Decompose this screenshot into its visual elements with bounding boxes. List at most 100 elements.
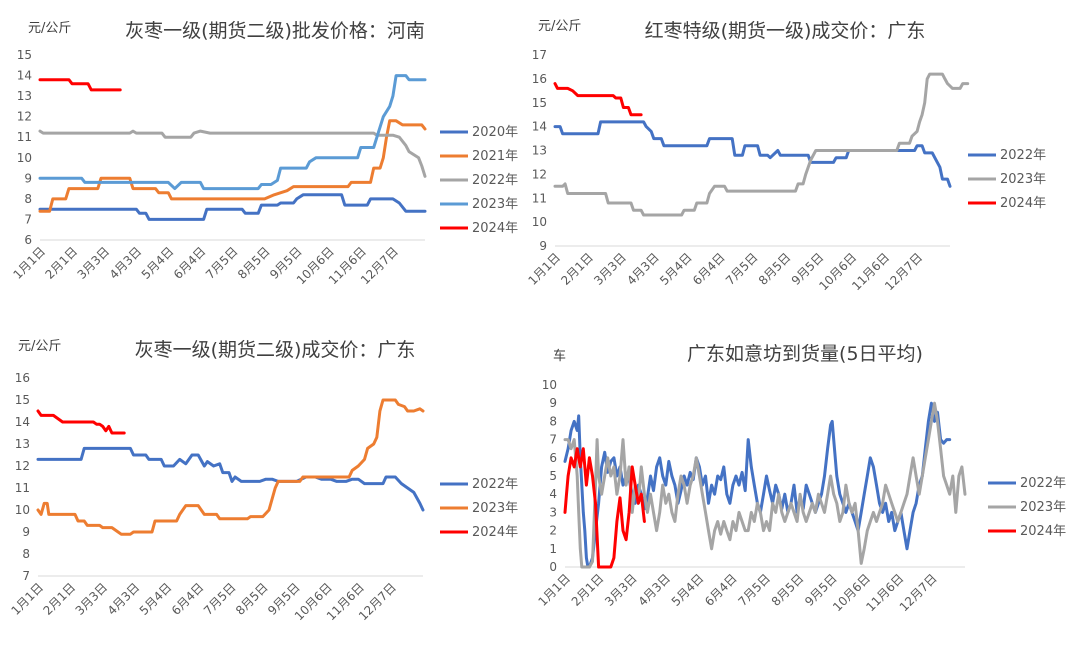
x-tick-label: 12月7日 xyxy=(897,571,940,614)
y-tick-label: 10 xyxy=(532,215,547,229)
x-tick-label: 2月1日 xyxy=(558,250,596,288)
legend-label: 2022年 xyxy=(472,477,518,492)
legend-label: 2023年 xyxy=(1020,500,1066,515)
legend-label: 2022年 xyxy=(1000,148,1046,163)
legend-label: 2024年 xyxy=(1000,196,1046,211)
y-tick-label: 16 xyxy=(532,72,547,86)
y-tick-label: 6 xyxy=(549,451,557,465)
x-tick-label: 1月1日 xyxy=(8,580,46,618)
y-tick-label: 14 xyxy=(17,69,32,83)
series-line-2024年 xyxy=(36,409,126,435)
x-tick-label: 4月3日 xyxy=(624,250,662,288)
x-tick-label: 4月3日 xyxy=(635,571,673,609)
y-tick-label: 8 xyxy=(22,547,30,561)
chart-1: 灰枣一级(期货二级)批发价格：河南 元/公斤 6 7 8 9 10 11 12 13 14 15 1月1… xyxy=(10,20,518,287)
y-tick-label: 12 xyxy=(532,167,547,181)
series-line-2022年 xyxy=(553,120,952,188)
y-tick-label: 7 xyxy=(22,569,30,583)
chart-title: 红枣特级(期货一级)成交价：广东 xyxy=(645,20,926,42)
series-line-2022年 xyxy=(36,446,425,512)
y-tick-label: 4 xyxy=(549,487,557,501)
legend-label: 2023年 xyxy=(1000,172,1046,187)
y-tick-label: 14 xyxy=(532,120,547,134)
x-tick-label: 6月4日 xyxy=(690,250,728,288)
x-tick-label: 3月3日 xyxy=(602,571,640,609)
y-tick-label: 10 xyxy=(17,151,32,165)
y-tick-label: 7 xyxy=(24,212,32,226)
y-tick-label: 7 xyxy=(549,433,557,447)
series-line-2024年 xyxy=(553,82,643,117)
y-tick-label: 8 xyxy=(24,192,32,206)
series-line-2021年 xyxy=(38,119,427,213)
x-tick-label: 3月3日 xyxy=(75,244,113,282)
chart-title: 灰枣一级(期货二级)批发价格：河南 xyxy=(125,20,425,42)
x-tick-label: 1月1日 xyxy=(10,244,48,282)
x-tick-label: 6月4日 xyxy=(171,244,209,282)
series-line-2023年 xyxy=(553,72,970,217)
y-tick-label: 13 xyxy=(532,144,547,158)
y-tick-label: 9 xyxy=(22,525,30,539)
series-line-2024年 xyxy=(563,447,646,569)
chart-2: 红枣特级(期货一级)成交价：广东 元/公斤 9 10 11 12 13 14 15 16 17 1月1… xyxy=(525,19,1046,293)
x-tick-label: 6月4日 xyxy=(169,580,207,618)
x-tick-label: 4月3日 xyxy=(107,244,145,282)
x-tick-label: 2月1日 xyxy=(569,571,607,609)
y-tick-label: 15 xyxy=(15,393,30,407)
x-tick-label: 8月5日 xyxy=(235,244,273,282)
x-tick-label: 3月3日 xyxy=(591,250,629,288)
x-tick-label: 8月5日 xyxy=(233,580,271,618)
x-tick-label: 6月4日 xyxy=(702,571,740,609)
x-tick-label: 1月1日 xyxy=(535,571,573,609)
x-tick-label: 2月1日 xyxy=(43,244,81,282)
y-tick-label: 9 xyxy=(24,171,32,185)
x-tick-label: 7月5日 xyxy=(203,244,241,282)
y-tick-label: 9 xyxy=(549,396,557,410)
x-tick-label: 2月1日 xyxy=(41,580,79,618)
legend-label: 2021年 xyxy=(472,149,518,164)
chart-title: 广东如意坊到货量(5日平均) xyxy=(687,343,923,365)
x-tick-label: 7月5日 xyxy=(201,580,239,618)
legend-label: 2022年 xyxy=(1020,476,1066,491)
x-tick-label: 4月3日 xyxy=(105,580,143,618)
y-axis-unit-label: 元/公斤 xyxy=(18,339,61,354)
y-tick-label: 12 xyxy=(15,459,30,473)
x-tick-label: 3月3日 xyxy=(73,580,111,618)
y-tick-label: 11 xyxy=(17,130,32,144)
y-axis-unit-label: 元/公斤 xyxy=(538,19,581,34)
y-axis-unit-label: 元/公斤 xyxy=(28,21,71,36)
y-tick-label: 15 xyxy=(17,48,32,62)
x-tick-label: 5月4日 xyxy=(139,244,177,282)
chart-4: 广东如意坊到货量(5日平均) 车 0 1 2 3 4 5 6 7 8 9 10 1月1日2月1日3月3日4… xyxy=(535,343,1066,614)
series-line-2023年 xyxy=(563,401,967,569)
series-line-2024年 xyxy=(38,78,122,92)
x-tick-label: 7月5日 xyxy=(735,571,773,609)
series-line-2020年 xyxy=(38,193,427,221)
y-tick-label: 0 xyxy=(549,560,557,574)
series-line-2023年 xyxy=(38,74,427,191)
y-tick-label: 3 xyxy=(549,505,557,519)
legend-label: 2024年 xyxy=(472,525,518,540)
y-tick-label: 16 xyxy=(15,371,30,385)
y-tick-label: 10 xyxy=(542,378,557,392)
y-tick-label: 5 xyxy=(549,469,557,483)
legend-label: 2023年 xyxy=(472,501,518,516)
y-tick-label: 12 xyxy=(17,110,32,124)
y-tick-label: 15 xyxy=(532,96,547,110)
x-tick-label: 7月5日 xyxy=(723,250,761,288)
chart-title: 灰枣一级(期货二级)成交价：广东 xyxy=(135,339,416,361)
y-tick-label: 9 xyxy=(539,239,547,253)
y-tick-label: 13 xyxy=(15,437,30,451)
series-line-2022年 xyxy=(38,129,427,178)
series-line-2022年 xyxy=(563,401,952,569)
legend-label: 2020年 xyxy=(472,125,518,140)
y-tick-label: 13 xyxy=(17,89,32,103)
y-tick-label: 1 xyxy=(549,542,557,556)
series-line-2023年 xyxy=(36,398,425,536)
x-tick-label: 8月5日 xyxy=(756,250,794,288)
legend-label: 2024年 xyxy=(1020,524,1066,539)
legend-label: 2023年 xyxy=(472,197,518,212)
x-tick-label: 5月4日 xyxy=(669,571,707,609)
y-tick-label: 17 xyxy=(532,48,547,62)
